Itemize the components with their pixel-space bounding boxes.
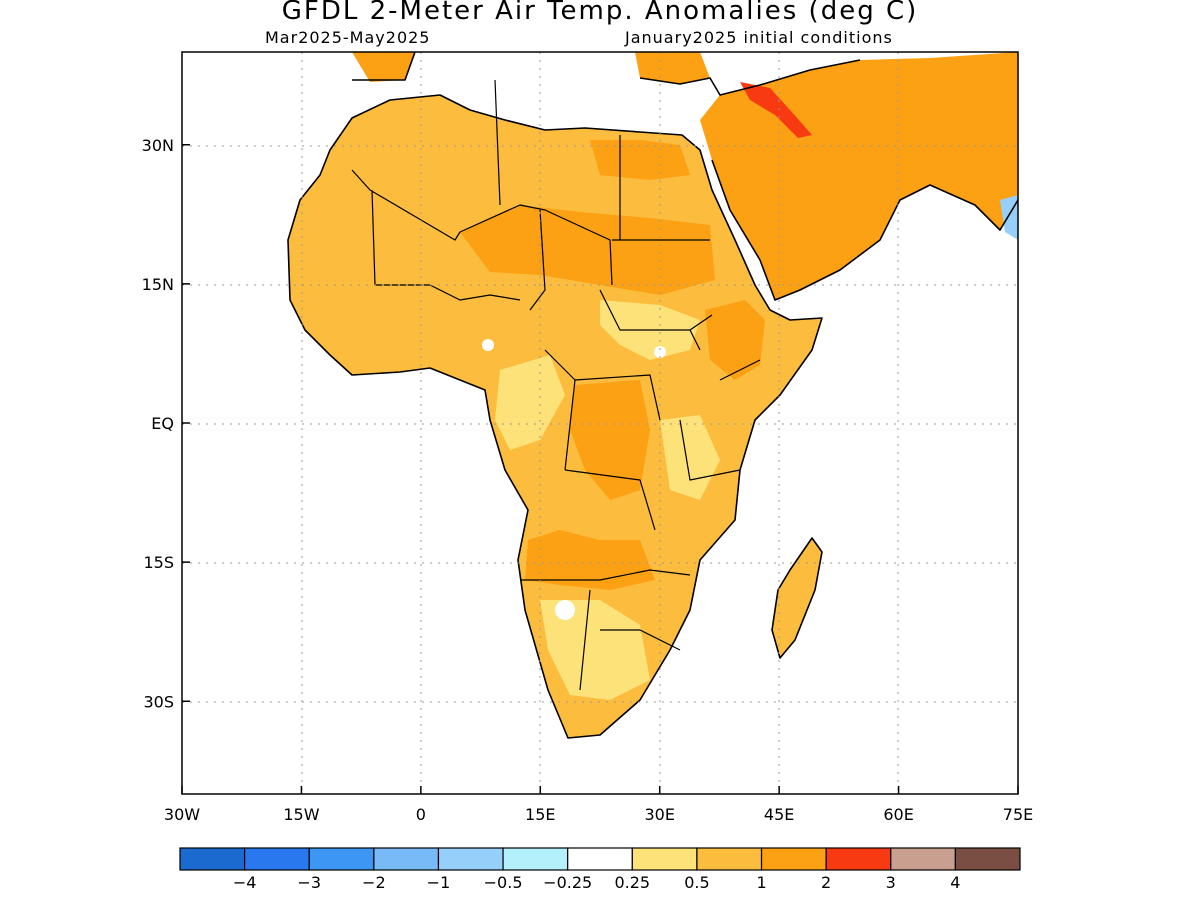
map-panel	[182, 52, 1018, 794]
europe-anomaly-field	[352, 52, 415, 82]
colorbar-label: 0.5	[684, 873, 709, 892]
map-title: GFDL 2-Meter Air Temp. Anomalies (deg C)	[281, 0, 919, 26]
y-tick-label: EQ	[151, 414, 174, 433]
congo-strong-patch	[570, 380, 650, 500]
colorbar-label: 3	[886, 873, 896, 892]
colorbar-swatch	[244, 847, 310, 871]
sahara-strong-patch	[460, 205, 715, 295]
southeast-light-patch	[660, 415, 720, 500]
neutral-spot	[654, 346, 666, 358]
colorbar-swatch	[437, 847, 504, 871]
neutral-spot	[482, 339, 494, 351]
colorbar-swatch	[890, 847, 956, 871]
colorbar-swatch	[954, 847, 1021, 871]
y-tick-label: 15S	[143, 553, 174, 572]
neutral-spot	[555, 600, 575, 620]
colorbar-swatch	[179, 847, 246, 871]
colorbar-swatch	[760, 847, 827, 871]
colorbar-label: −1	[427, 873, 451, 892]
colorbar-swatch	[567, 847, 633, 871]
colorbar-label: −2	[362, 873, 386, 892]
colorbar-label: −3	[297, 873, 321, 892]
colorbar-swatch	[825, 847, 892, 871]
arabia-coastline	[711, 159, 1018, 301]
colorbar-label: 4	[950, 873, 960, 892]
y-axis-ticks: 30N 15N EQ 15S 30S	[142, 136, 190, 711]
x-tick-label: 0	[416, 805, 426, 824]
colorbar-swatch	[696, 847, 763, 871]
colorbar-label: −0.25	[543, 873, 592, 892]
madagascar-coastline	[771, 537, 823, 659]
colorbar-swatch	[373, 847, 440, 871]
x-tick-label: 30W	[164, 805, 200, 824]
x-axis-ticks: 30W 15W 0 15E 30E 45E 60E 75E	[164, 786, 1033, 824]
x-tick-label: 45E	[764, 805, 794, 824]
y-tick-label: 30S	[143, 692, 174, 711]
colorbar-label: 1	[756, 873, 766, 892]
initial-conditions: January2025 initial conditions	[625, 28, 893, 47]
mediterranean-north-coast	[352, 52, 861, 96]
x-tick-label: 75E	[1003, 805, 1033, 824]
central-light-patch	[495, 355, 565, 450]
colorbar-labels: −4 −3 −2 −1 −0.5 −0.25 0.25 0.5 1 2 3 4	[233, 873, 961, 892]
x-tick-label: 30E	[644, 805, 674, 824]
graticule	[182, 52, 1018, 794]
egypt-strong-patch	[590, 140, 690, 180]
africa-coastline	[287, 94, 823, 739]
colorbar-label: −4	[233, 873, 257, 892]
colorbar-swatch	[502, 847, 569, 871]
y-tick-label: 15N	[142, 275, 174, 294]
colorbar-swatch	[308, 847, 375, 871]
x-tick-label: 15W	[283, 805, 319, 824]
x-tick-label: 15E	[525, 805, 555, 824]
madagascar-anomaly-field	[772, 538, 822, 658]
colorbar-label: 0.25	[614, 873, 650, 892]
colorbar	[179, 847, 1021, 871]
colorbar-label: 2	[821, 873, 831, 892]
x-tick-label: 60E	[883, 805, 913, 824]
ethiopia-strong-patch	[705, 300, 765, 380]
balkan-anomaly-field	[635, 52, 710, 84]
colorbar-swatch	[631, 847, 698, 871]
y-tick-label: 30N	[142, 136, 174, 155]
southern-light-patch	[540, 600, 650, 700]
colorbar-label: −0.5	[484, 873, 523, 892]
forecast-period: Mar2025-May2025	[265, 28, 431, 47]
iraq-extreme-patch	[740, 82, 812, 138]
